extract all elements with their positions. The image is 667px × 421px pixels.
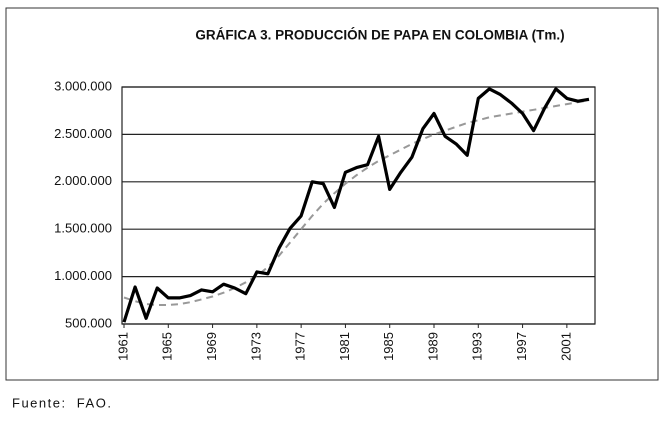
y-tick-label: 2.500.000: [54, 126, 112, 141]
x-tick-label: 1961: [115, 332, 130, 361]
x-tick-label: 1981: [337, 332, 352, 361]
plot-area: [121, 86, 596, 325]
y-tick-label: 3.000.000: [54, 78, 112, 93]
x-tick-label: 1997: [514, 332, 529, 361]
x-tick-label: 1965: [160, 332, 175, 361]
x-tick-label: 1989: [425, 332, 440, 361]
trend-line: [123, 99, 590, 306]
x-tick-label: 1977: [293, 332, 308, 361]
data-line: [122, 87, 590, 323]
x-tick-label: 2001: [558, 332, 573, 361]
y-tick-label: 2.000.000: [54, 173, 112, 188]
x-tick-label: 1985: [381, 332, 396, 361]
x-tick-label: 1993: [470, 332, 485, 361]
x-tick-label: 1973: [248, 332, 263, 361]
chart-title: GRÁFICA 3. PRODUCCIÓN DE PAPA EN COLOMBI…: [195, 28, 564, 43]
y-tick-label: 1.000.000: [54, 268, 112, 283]
y-tick-label: 500.000: [65, 315, 112, 330]
source-note: Fuente: FAO.: [12, 395, 112, 410]
x-tick-label: 1969: [204, 332, 219, 361]
y-tick-label: 1.500.000: [54, 221, 112, 236]
chart-border: [5, 7, 659, 381]
